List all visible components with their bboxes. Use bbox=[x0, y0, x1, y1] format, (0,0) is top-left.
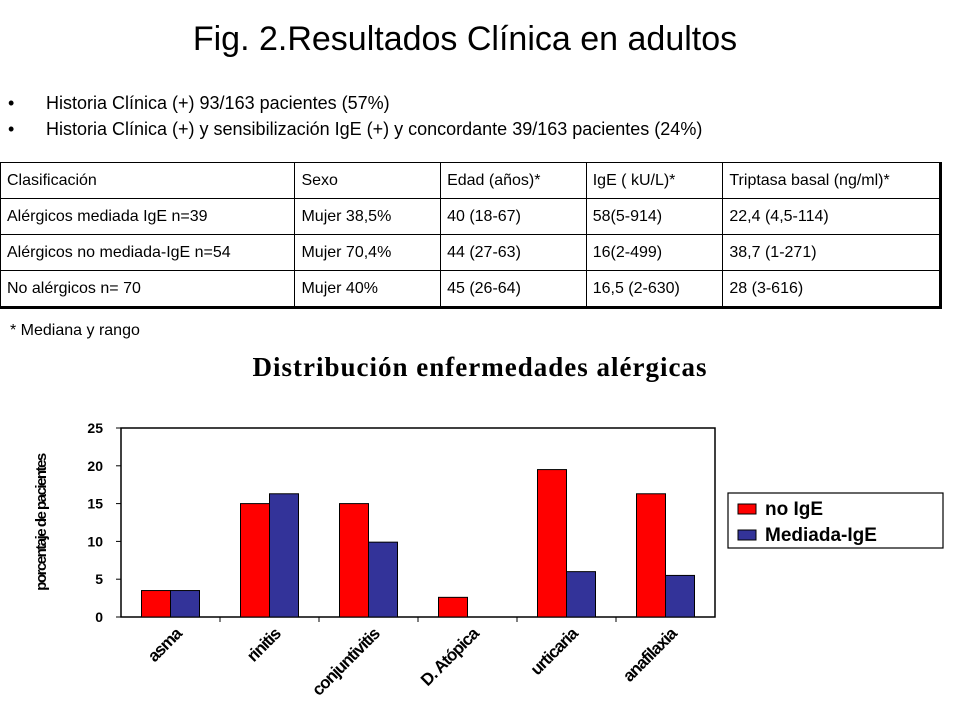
bar-mediada-ige bbox=[170, 590, 200, 618]
table-cell: 58(5-914) bbox=[585, 198, 724, 235]
table-cell: 22,4 (4,5-114) bbox=[722, 198, 942, 235]
bar-mediada-ige bbox=[665, 574, 695, 618]
table-cell: Mujer 70,4% bbox=[294, 234, 442, 271]
y-tick-label: 20 bbox=[87, 458, 103, 474]
bar-no-ige bbox=[339, 503, 369, 618]
y-tick-label: 0 bbox=[95, 609, 103, 625]
bar-no-ige bbox=[240, 503, 270, 618]
results-table: Clasificación Sexo Edad (años)* IgE ( kU… bbox=[0, 162, 942, 309]
bullet-item: • Historia Clínica (+) 93/163 pacientes (… bbox=[8, 90, 702, 116]
y-axis-label: porcentaje de pacientes bbox=[33, 453, 50, 591]
x-category-label: conjuntivitis bbox=[308, 624, 383, 699]
y-tick-label: 25 bbox=[87, 420, 103, 436]
bar-no-ige bbox=[537, 469, 567, 618]
bar-mediada-ige bbox=[566, 571, 596, 618]
table-header-cell: Triptasa basal (ng/ml)* bbox=[722, 162, 942, 199]
y-tick-label: 5 bbox=[95, 571, 103, 587]
table-cell: Mujer 38,5% bbox=[294, 198, 442, 235]
bullet-list: • Historia Clínica (+) 93/163 pacientes (… bbox=[8, 90, 702, 142]
x-category-label: asma bbox=[144, 623, 186, 665]
bar-mediada-ige bbox=[368, 541, 398, 618]
legend-box bbox=[727, 492, 944, 549]
bullet-item: • Historia Clínica (+) y sensibilización … bbox=[8, 116, 702, 142]
legend-label: Mediada-IgE bbox=[765, 525, 877, 546]
table-footnote: * Mediana y rango bbox=[10, 322, 140, 339]
table-cell: 28 (3-616) bbox=[722, 270, 942, 309]
bar-no-ige bbox=[636, 493, 666, 618]
table-row: Alérgicos mediada IgE n=39 Mujer 38,5% 4… bbox=[0, 198, 942, 235]
table-cell: 16,5 (2-630) bbox=[585, 270, 724, 309]
bullet-text: Historia Clínica (+) y sensibilización I… bbox=[46, 119, 703, 139]
bullet-dot: • bbox=[8, 119, 15, 139]
table-cell: 38,7 (1-271) bbox=[722, 234, 942, 271]
x-category-label: D. Atópica bbox=[417, 623, 483, 689]
legend-label: no IgE bbox=[765, 499, 823, 520]
x-category-label: anafilaxia bbox=[619, 623, 681, 685]
y-tick-label: 15 bbox=[87, 496, 103, 512]
x-category-label: rinitis bbox=[243, 624, 285, 666]
bar-chart: 0 5 10 15 20 25 asma rinitis conjuntivitis D. Ató… bbox=[33, 420, 944, 699]
plot-area bbox=[120, 427, 716, 618]
table-cell: Alérgicos no mediada-IgE n=54 bbox=[0, 234, 296, 271]
slide-title: Fig. 2.Resultados Clínica en adultos bbox=[192, 20, 738, 58]
table-header-cell: Clasificación bbox=[0, 162, 296, 199]
bullet-text: Historia Clínica (+) 93/163 pacientes (5… bbox=[46, 93, 390, 113]
y-tick-label: 10 bbox=[87, 533, 103, 549]
legend-swatch bbox=[737, 529, 757, 541]
table-cell: 44 (27-63) bbox=[440, 234, 587, 271]
table-header-cell: Sexo bbox=[294, 162, 442, 199]
bar-mediada-ige bbox=[269, 493, 299, 618]
chart-title: Distribución enfermedades alérgicas bbox=[252, 352, 708, 382]
table-header-row: Clasificación Sexo Edad (años)* IgE ( kU… bbox=[0, 162, 942, 199]
table-cell: 16(2-499) bbox=[585, 234, 724, 271]
bar-no-ige bbox=[438, 596, 468, 618]
table-row: Alérgicos no mediada-IgE n=54 Mujer 70,4… bbox=[0, 234, 942, 271]
table-cell: No alérgicos n= 70 bbox=[0, 270, 296, 309]
table-header-cell: IgE ( kU/L)* bbox=[585, 162, 724, 199]
table-cell: Alérgicos mediada IgE n=39 bbox=[0, 198, 296, 235]
table-cell: 45 (26-64) bbox=[440, 270, 587, 309]
table-cell: Mujer 40% bbox=[294, 270, 442, 309]
legend-swatch bbox=[737, 503, 757, 515]
table-row: No alérgicos n= 70 Mujer 40% 45 (26-64) … bbox=[0, 270, 942, 309]
table-header-cell: Edad (años)* bbox=[440, 162, 587, 199]
bullet-dot: • bbox=[8, 93, 15, 113]
table-cell: 40 (18-67) bbox=[440, 198, 587, 235]
x-category-label: urticaria bbox=[527, 623, 583, 679]
bar-no-ige bbox=[141, 590, 171, 618]
